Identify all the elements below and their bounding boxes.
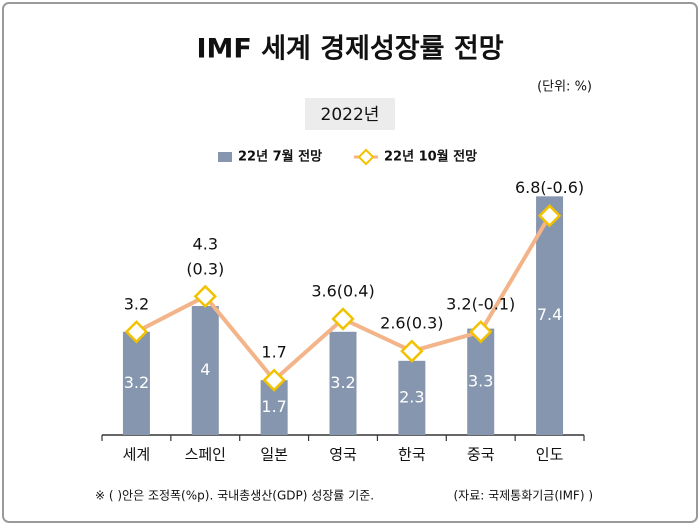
line-value-label: 6.8(-0.6) <box>515 178 584 197</box>
line-marker <box>469 320 493 344</box>
bar-value-label: 3.2 <box>330 373 355 392</box>
line-marker <box>537 204 562 228</box>
legend-marker <box>357 148 375 166</box>
bar <box>122 331 150 435</box>
bar <box>536 196 564 435</box>
bar-value-label: 3.2 <box>124 373 149 392</box>
line-value-label: 2.6(0.3) <box>380 314 443 333</box>
bar <box>191 306 219 435</box>
legend-swatch <box>218 152 232 162</box>
footnote: ※ ( )안은 조정폭(%p). 국내총생산(GDP) 성장률 기준. <box>95 489 374 503</box>
unit-label: (단위: %) <box>537 80 592 95</box>
subtitle-box <box>305 98 395 130</box>
bar-value-label: 7.4 <box>537 305 562 324</box>
bar <box>398 360 426 435</box>
legend-label: 22년 10월 전망 <box>384 149 477 165</box>
line-marker <box>124 320 149 344</box>
x-tick-label: 인도 <box>536 446 564 464</box>
line-value-label: 1.7 <box>261 343 286 362</box>
bar-value-label: 4 <box>200 360 210 379</box>
line-marker <box>400 339 424 363</box>
line-marker <box>331 307 355 331</box>
bar-value-label: 2.3 <box>399 387 424 406</box>
x-tick-label: 스페인 <box>185 446 226 464</box>
x-tick-label: 일본 <box>260 446 288 464</box>
line-value-label: 3.2 <box>124 294 149 313</box>
subtitle: 2022년 <box>321 105 380 125</box>
bar <box>467 328 495 435</box>
bar-value-label: 3.3 <box>468 371 493 390</box>
source: (자료: 국제통화기금(IMF) ) <box>453 489 593 503</box>
chart-title: IMF 세계 경제성장률 전망 <box>196 34 503 65</box>
x-tick-label: 한국 <box>398 446 426 464</box>
legend-label: 22년 7월 전망 <box>238 149 322 165</box>
line-value-label: 4.3 (0.3) <box>186 234 224 278</box>
line-value-label: 3.2(-0.1) <box>446 294 515 313</box>
x-tick-label: 세계 <box>123 446 151 464</box>
x-tick-label: 영국 <box>329 446 357 464</box>
bar-value-label: 1.7 <box>261 397 286 416</box>
bar <box>329 331 357 435</box>
line-marker <box>193 284 217 308</box>
x-tick-label: 중국 <box>467 446 495 464</box>
line-value-label: 3.6(0.4) <box>311 281 374 300</box>
line-marker <box>262 368 286 392</box>
